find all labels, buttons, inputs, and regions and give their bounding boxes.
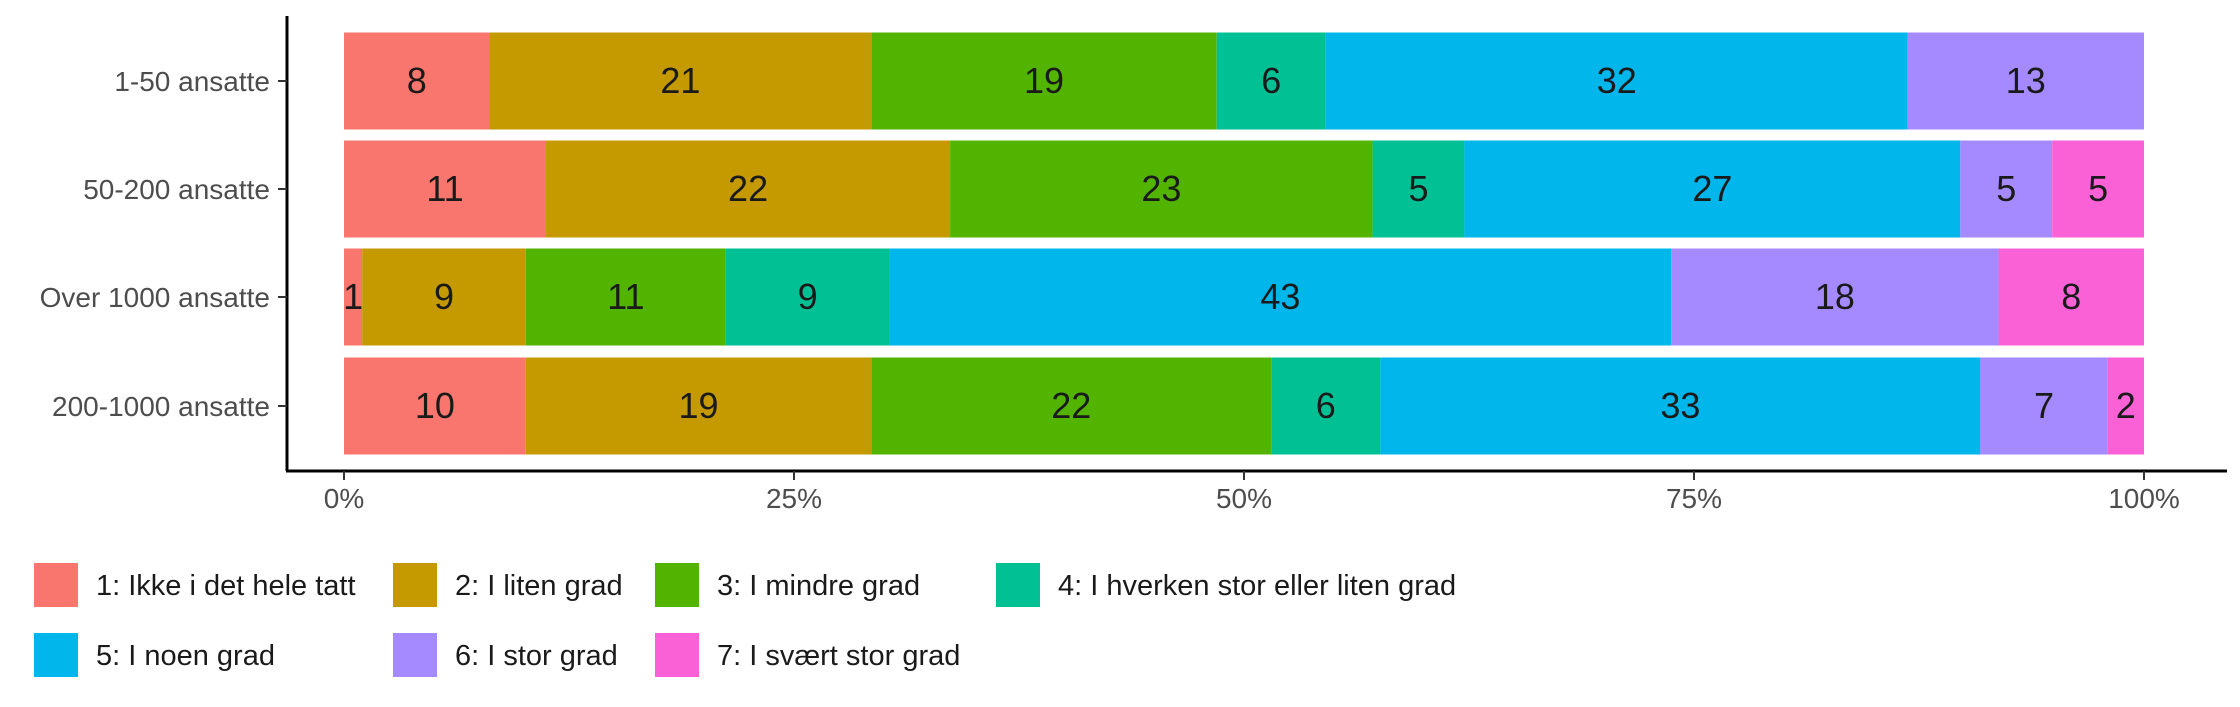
segment-value-label: 6 [1261,60,1281,101]
x-tick-label: 100% [2108,483,2180,514]
legend-swatch [393,563,437,607]
bar-segment [525,248,726,346]
segment-value-label: 6 [1316,385,1336,426]
bar-segment [1671,248,1999,346]
legend-swatch [655,563,699,607]
segment-value-label: 43 [1260,276,1300,317]
bar-segment [546,140,951,238]
segment-value-label: 11 [426,168,463,209]
bar-segment [1960,140,2053,238]
segment-value-label: 7 [2034,385,2054,426]
ticks-group: 0% 25% 50% 75% 100% [278,80,2180,514]
segment-value-label: 9 [434,276,454,317]
x-tick-label: 0% [324,483,364,514]
legend-swatch [655,633,699,677]
bar-segment [871,32,1217,130]
bars-group [344,32,2144,455]
legend-swatch [996,563,1040,607]
bar-segment [889,248,1672,346]
x-tick-label: 75% [1666,483,1722,514]
segment-value-label: 18 [1815,276,1855,317]
legend-label: 1: Ikke i det hele tatt [96,570,356,602]
segment-value-label: 5 [2088,168,2108,209]
segment-value-label: 5 [1996,168,2016,209]
bar-segment [2052,140,2144,238]
bar-segment [344,32,490,130]
category-label: Over 1000 ansatte [40,282,270,313]
legend-swatch [393,633,437,677]
bar-segment [1980,357,2108,455]
legend-label: 6: I stor grad [455,640,618,672]
bar-segment [489,32,872,130]
segment-value-label: 22 [1051,385,1091,426]
legend-label: 4: I hverken stor eller liten grad [1058,570,1456,602]
axes-group [285,16,2227,473]
bar-segment [1372,140,1465,238]
segment-value-label: 33 [1660,385,1700,426]
segment-value-label: 13 [2006,60,2046,101]
segment-value-label: 1 [343,276,363,317]
bar-segment [871,357,1272,455]
bar-segment [344,357,526,455]
legend-swatch [34,563,78,607]
legend: 1: Ikke i det hele tatt 2: I liten grad 3:… [34,563,1456,677]
legend-label: 5: I noen grad [96,640,275,672]
segment-value-label: 11 [607,276,644,317]
x-tick-label: 25% [766,483,822,514]
segment-value-label: 8 [407,60,427,101]
segment-value-label: 2 [2116,385,2136,426]
segment-value-label: 19 [679,385,719,426]
segment-value-label: 9 [798,276,818,317]
bar-segment [950,140,1373,238]
legend-swatch [34,633,78,677]
segment-value-label: 5 [1408,168,1428,209]
category-label: 1-50 ansatte [114,66,270,97]
segment-value-label: 22 [728,168,768,209]
category-label: 200-1000 ansatte [52,391,270,422]
segment-value-label: 23 [1141,168,1181,209]
bar-segment [1216,32,1326,130]
bar-segment [525,357,872,455]
legend-label: 2: I liten grad [455,570,623,602]
segment-value-label: 27 [1692,168,1732,209]
bar-segment [1464,140,1961,238]
bar-segment [344,248,363,346]
category-label: 50-200 ansatte [83,174,270,205]
bar-segment [1998,248,2144,346]
bar-segment [725,248,890,346]
legend-label: 7: I svært stor grad [717,640,960,672]
segment-value-label: 8 [2061,276,2081,317]
bar-segment [1907,32,2144,130]
x-tick-label: 50% [1216,483,1272,514]
segment-value-label: 10 [415,385,455,426]
bar-segment [1380,357,1981,455]
segment-value-label: 19 [1024,60,1064,101]
segment-value-label: 21 [660,60,700,101]
segment-value-label: 32 [1597,60,1637,101]
bar-segment [1271,357,1381,455]
bar-segment [362,248,526,346]
bar-segment [2107,357,2144,455]
category-labels-group: 1-50 ansatte 50-200 ansatte Over 1000 ansa… [40,66,270,422]
bar-segment [1325,32,1908,130]
legend-label: 3: I mindre grad [717,570,920,602]
bar-segment [344,140,547,238]
